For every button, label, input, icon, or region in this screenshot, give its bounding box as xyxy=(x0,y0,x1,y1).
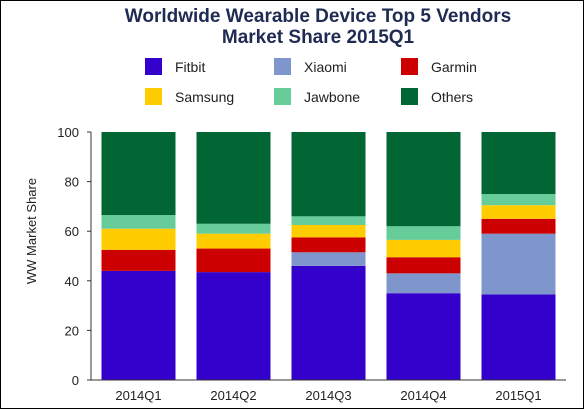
bar-segment-fitbit-2014q4 xyxy=(386,293,461,380)
bar-segment-xiaomi-2014q4 xyxy=(386,273,461,294)
bar-segment-xiaomi-2014q3 xyxy=(291,252,366,266)
bar-segment-garmin-2014q4 xyxy=(386,257,461,274)
bar-segment-samsung-2015q1 xyxy=(481,205,556,219)
bar-segment-garmin-2014q2 xyxy=(196,248,271,273)
legend-label-xiaomi: Xiaomi xyxy=(304,59,347,75)
bar-segment-samsung-2014q3 xyxy=(291,225,366,238)
bar-segment-fitbit-2014q3 xyxy=(291,265,366,380)
plot-area xyxy=(101,132,556,380)
bar-segment-samsung-2014q2 xyxy=(196,233,271,249)
bar-segment-others-2015q1 xyxy=(481,132,556,194)
legend-label-jawbone: Jawbone xyxy=(304,89,360,105)
legend-swatch-garmin xyxy=(401,58,418,75)
y-axis: 0 20 40 60 80 100 xyxy=(57,125,92,388)
bar-segment-jawbone-2015q1 xyxy=(481,194,556,206)
legend-label-samsung: Samsung xyxy=(175,89,234,105)
y-tick-label: 20 xyxy=(65,323,79,338)
legend-label-others: Others xyxy=(431,89,473,105)
bar-segment-others-2014q3 xyxy=(291,132,366,217)
x-tick-label: 2014Q2 xyxy=(210,388,256,403)
bar-segment-jawbone-2014q2 xyxy=(196,223,271,234)
bar-segment-samsung-2014q1 xyxy=(101,228,176,250)
x-tick-label: 2014Q4 xyxy=(400,388,446,403)
bar-segment-garmin-2014q3 xyxy=(291,237,366,253)
legend-swatch-samsung xyxy=(145,88,162,105)
legend-swatch-others xyxy=(401,88,418,105)
y-tick-label: 60 xyxy=(65,224,79,239)
bar-segment-others-2014q1 xyxy=(101,132,176,216)
y-tick-label: 0 xyxy=(72,373,79,388)
y-tick-label: 80 xyxy=(65,175,79,190)
bar-segment-garmin-2015q1 xyxy=(481,218,556,234)
legend-swatch-jawbone xyxy=(274,88,291,105)
bar-segment-jawbone-2014q4 xyxy=(386,226,461,240)
legend: Fitbit Xiaomi Garmin Samsung Jawbone Others xyxy=(145,58,477,105)
legend-swatch-fitbit xyxy=(145,58,162,75)
bar-segment-xiaomi-2015q1 xyxy=(481,233,556,295)
bar-segment-others-2014q2 xyxy=(196,132,271,224)
chart-title: Worldwide Wearable Device Top 5 Vendors xyxy=(125,6,511,27)
legend-label-fitbit: Fitbit xyxy=(175,59,205,75)
x-tick-label: 2014Q1 xyxy=(115,388,161,403)
y-axis-label: WW Market Share xyxy=(24,178,39,284)
bar-segment-fitbit-2015q1 xyxy=(481,294,556,380)
x-tick-label: 2015Q1 xyxy=(495,388,541,403)
bar-segment-jawbone-2014q3 xyxy=(291,216,366,225)
legend-swatch-xiaomi xyxy=(274,58,291,75)
bar-segment-garmin-2014q1 xyxy=(101,249,176,271)
bar-segment-fitbit-2014q1 xyxy=(101,270,176,380)
legend-label-garmin: Garmin xyxy=(431,59,477,75)
chart-subtitle: Market Share 2015Q1 xyxy=(222,27,415,48)
bar-segment-fitbit-2014q2 xyxy=(196,272,271,380)
bar-segment-others-2014q4 xyxy=(386,132,461,227)
y-tick-label: 40 xyxy=(65,274,79,289)
x-axis: 2014Q1 2014Q2 2014Q3 2014Q4 2015Q1 xyxy=(91,379,566,403)
bar-segment-jawbone-2014q1 xyxy=(101,215,176,229)
x-tick-label: 2014Q3 xyxy=(305,388,351,403)
bar-segment-samsung-2014q4 xyxy=(386,239,461,258)
y-tick-label: 100 xyxy=(57,125,79,140)
